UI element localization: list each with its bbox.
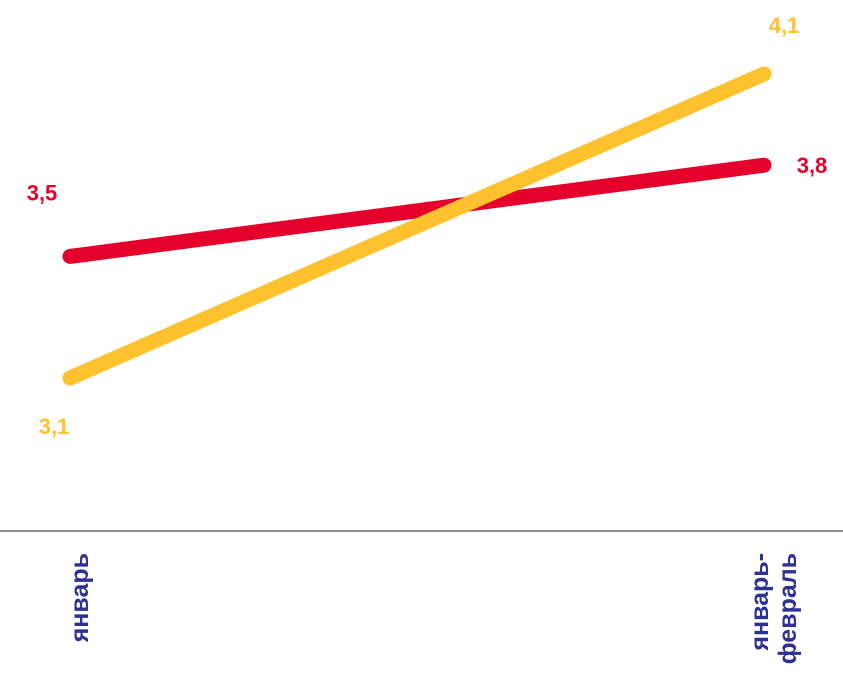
data-label-layer: 3,5 3,8 3,1 4,1 [27, 13, 828, 439]
category-label-1: январь [66, 553, 94, 643]
series-line-1 [62, 157, 772, 264]
category-label-2-line-1: январь- [746, 553, 774, 652]
data-label-series-1-point-1: 3,5 [27, 180, 58, 205]
data-label-series-2-point-1: 3,1 [39, 414, 70, 439]
series-line-2 [62, 66, 772, 386]
category-label-2-line-2: февраль [774, 553, 802, 664]
series-layer [62, 66, 772, 386]
data-label-series-1-point-2: 3,8 [797, 153, 828, 178]
category-label-layer: январь январь-февраль [66, 553, 802, 664]
data-label-series-2-point-2: 4,1 [769, 13, 800, 38]
